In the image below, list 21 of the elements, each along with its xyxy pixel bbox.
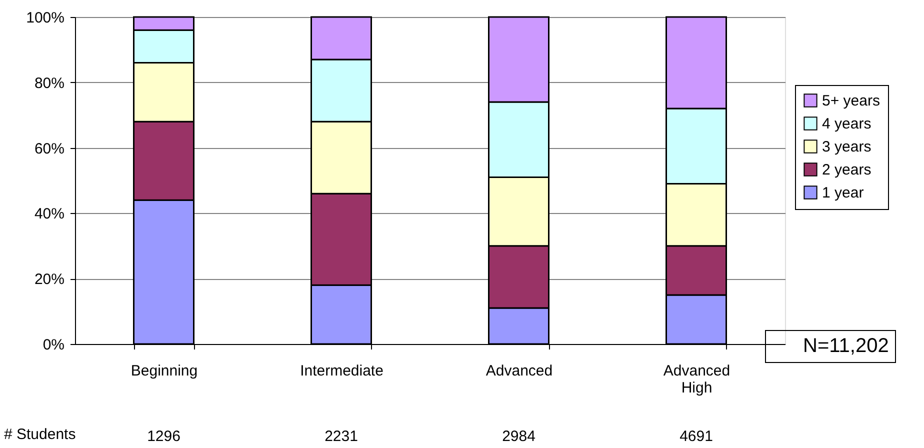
text: 2231: [324, 428, 358, 445]
text: 4691: [680, 428, 713, 445]
x-tick-label: Beginning: [130, 362, 198, 380]
legend-label: 1 year: [822, 184, 864, 202]
text: # Students: [4, 426, 76, 443]
legend-label: 2 years: [822, 162, 872, 178]
legend-label: 4 years: [822, 116, 872, 132]
legend-label: 3 years: [822, 138, 872, 156]
x-tick-label: Intermediate: [300, 362, 384, 380]
y-tick-label: 20%: [34, 271, 64, 288]
x-tick-label: Advanced High: [663, 362, 730, 396]
x-tick-label: Advanced: [486, 362, 553, 380]
y-tick-label: 100%: [26, 10, 64, 26]
text: 1296: [147, 428, 180, 445]
text: 2984: [502, 428, 536, 445]
y-tick-label: 0%: [42, 336, 64, 354]
y-tick-label: 80%: [34, 74, 64, 92]
y-tick-label: 40%: [34, 206, 64, 223]
y-tick-label: 60%: [34, 140, 64, 158]
text: N=11,202: [803, 335, 889, 357]
legend-label: 5+ years: [822, 92, 880, 110]
